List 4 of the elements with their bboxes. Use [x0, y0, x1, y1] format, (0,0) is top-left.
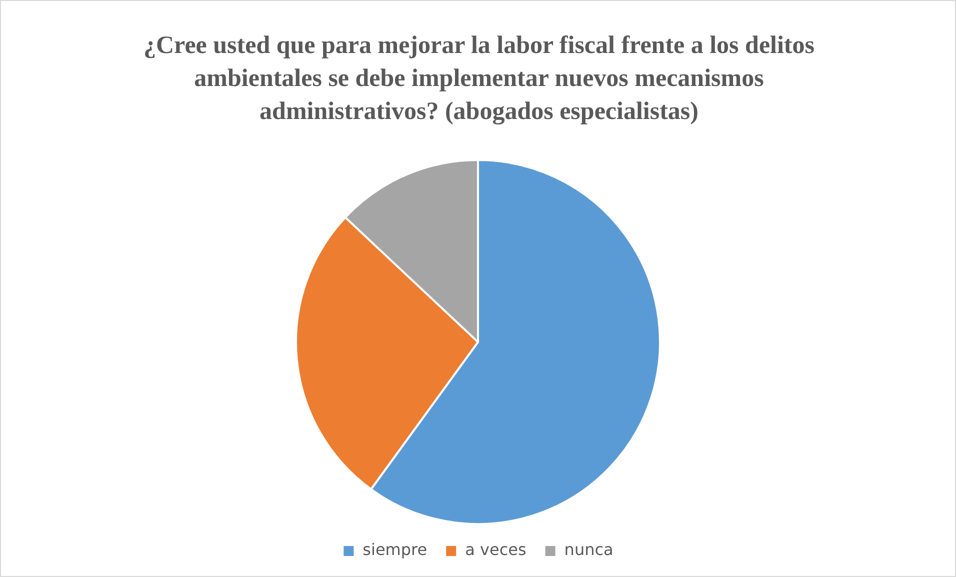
legend-label: siempre [362, 540, 428, 560]
chart-title: ¿Cree usted que para mejorar la labor fiscal frente a los delitos ambientales se debe implementar nuevos mecanismos administrativos? (abogados especialistas) [142, 31, 816, 127]
legend-label: nunca [564, 540, 614, 560]
legend-label: a veces [465, 540, 526, 560]
